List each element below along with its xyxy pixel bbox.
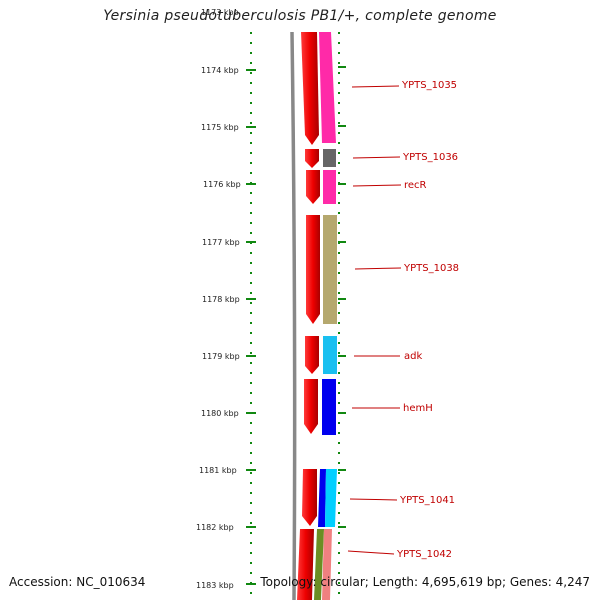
gene-bar [325, 469, 337, 527]
gene-label-ypts-1042: YPTS_1042 [396, 549, 452, 560]
cds-arrow [305, 336, 319, 374]
gene-bar [319, 32, 336, 143]
cds-arrow [301, 32, 319, 145]
cds-arrow [297, 529, 314, 600]
cds-arrow [302, 469, 317, 526]
gene-bar [322, 379, 336, 435]
gene-bar [322, 529, 332, 600]
gene-bar [323, 170, 336, 204]
scale-label: 1174 kbp [201, 66, 239, 75]
gene-label-ypts-1038: YPTS_1038 [403, 263, 459, 274]
scale-label: 1182 kbp [196, 523, 234, 532]
scale-label: 1181 kbp [199, 466, 237, 475]
genome-summary-text: Topology: circular; Length: 4,695,619 bp… [260, 575, 590, 589]
scale-label: 1180 kbp [201, 409, 239, 418]
genome-title: Yersinia pseudotuberculosis PB1/+, compl… [103, 8, 497, 24]
accession-text: Accession: NC_010634 [9, 575, 146, 589]
gene-label-lines [347, 85, 402, 555]
genome-backbone [290, 31, 297, 600]
cds-track [297, 32, 320, 600]
scale-label: 1183 kbp [196, 581, 234, 590]
gene-bar [318, 469, 326, 527]
gene-label-recr: recR [404, 180, 427, 191]
scale-label: 1175 kbp [201, 123, 239, 132]
scale-label: 1177 kbp [202, 238, 240, 247]
gene-bar [323, 149, 336, 167]
gene-bar [323, 336, 337, 374]
scale-label: 1179 kbp [202, 352, 240, 361]
gene-label-ypts-1035: YPTS_1035 [401, 80, 457, 91]
cds-arrow [305, 149, 319, 168]
cds-arrow [304, 379, 318, 434]
gene-bar [314, 529, 324, 600]
gene-labels: YPTS_1035 YPTS_1036 recR YPTS_1038 adk h… [396, 80, 459, 560]
scale-ticks [246, 66, 346, 585]
gene-label-ypts-1036: YPTS_1036 [402, 152, 458, 163]
cds-arrow [306, 170, 320, 204]
gene-label-hemh: hemH [403, 403, 433, 414]
scale-label: 1176 kbp [203, 180, 241, 189]
gene-track [314, 32, 337, 600]
gene-bar [323, 215, 337, 324]
scale-label: 1178 kbp [202, 295, 240, 304]
scale-labels: 1174 kbp 1175 kbp 1176 kbp 1177 kbp 1178… [196, 66, 241, 590]
gene-label-ypts-1041: YPTS_1041 [399, 495, 455, 506]
gene-label-adk: adk [404, 351, 422, 362]
svg-text:1173 kbp: 1173 kbp [201, 8, 239, 17]
cds-arrow [306, 215, 320, 324]
